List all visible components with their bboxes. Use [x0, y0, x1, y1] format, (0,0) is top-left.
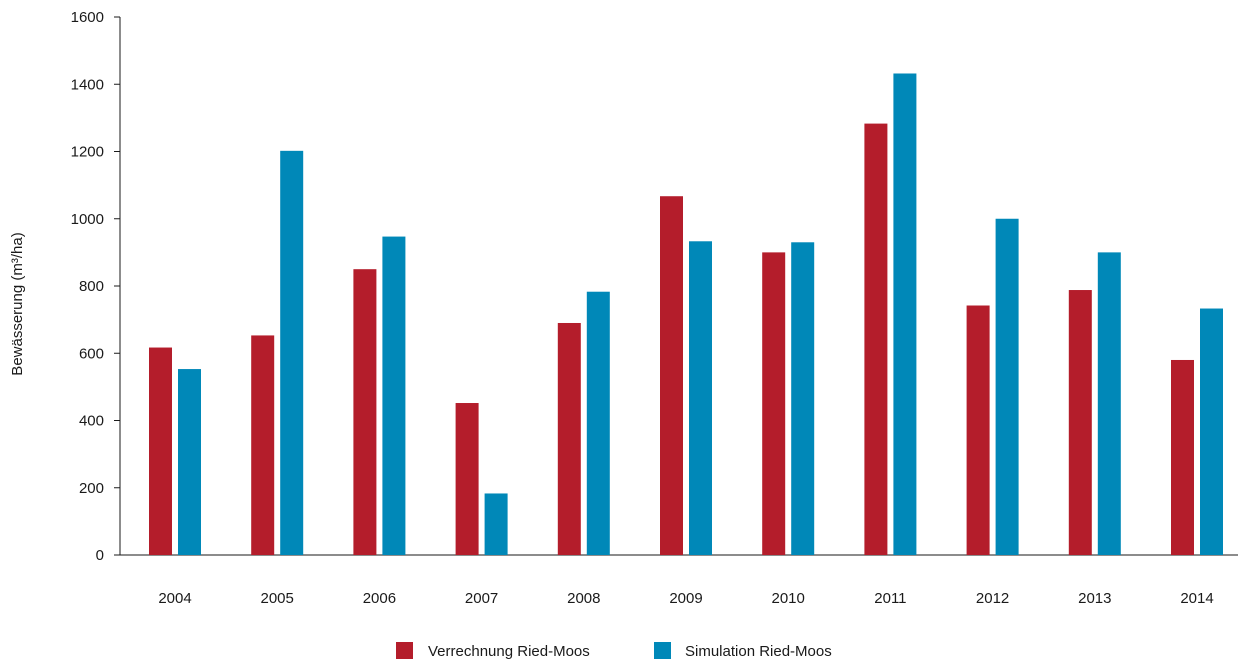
x-tick-label: 2010 [772, 590, 805, 607]
bar-verrechnung-2005 [251, 335, 275, 555]
x-tick-label: 2011 [874, 590, 906, 607]
bar-verrechnung-2009 [660, 196, 683, 555]
bar-verrechnung-2012 [966, 305, 990, 555]
y-tick-label: 200 [79, 480, 104, 497]
y-tick-label: 1600 [71, 9, 104, 26]
x-tick-label: 2013 [1078, 590, 1111, 607]
bars [149, 73, 1223, 556]
y-tick-label: 1000 [71, 211, 104, 228]
x-tick-label: 2005 [261, 590, 294, 607]
bar-simulation-2007 [484, 493, 508, 555]
legend-label: Simulation Ried-Moos [685, 643, 832, 660]
bar-verrechnung-2006 [353, 269, 377, 555]
bar-verrechnung-2008 [557, 322, 581, 555]
y-tick-label: 1200 [71, 144, 104, 161]
bar-verrechnung-2004 [149, 347, 172, 555]
bar-verrechnung-2007 [455, 403, 479, 555]
bar-simulation-2012 [995, 218, 1019, 555]
x-tick-label: 2004 [158, 590, 191, 607]
y-axis: 0 200 400 600 800 1000 1200 1400 1600 [71, 9, 121, 564]
x-tick-label: 2009 [669, 590, 702, 607]
bar-simulation-2011 [893, 73, 917, 556]
x-tick-label: 2006 [363, 590, 396, 607]
y-tick-label: 800 [79, 278, 104, 295]
legend-swatch [654, 642, 671, 659]
y-axis-label: Bewässerung (m³/ha) [9, 232, 26, 375]
legend-swatch [396, 642, 413, 659]
bar-simulation-2009 [689, 241, 712, 555]
bar-verrechnung-2010 [762, 252, 786, 555]
y-tick-label: 400 [79, 413, 104, 430]
bar-simulation-2004 [178, 369, 201, 555]
y-tick-label: 0 [96, 547, 104, 564]
bar-verrechnung-2011 [864, 123, 888, 555]
bar-verrechnung-2013 [1068, 290, 1092, 555]
bar-simulation-2013 [1097, 252, 1121, 555]
y-tick-label: 1400 [71, 76, 104, 93]
bar-simulation-2014 [1200, 308, 1223, 555]
legend-label: Verrechnung Ried-Moos [428, 643, 590, 660]
legend: Verrechnung Ried-Moos Simulation Ried-Moo… [396, 642, 832, 660]
bar-verrechnung-2014 [1171, 359, 1194, 555]
x-tick-label: 2012 [976, 590, 1009, 607]
bar-simulation-2010 [791, 242, 815, 555]
bar-simulation-2008 [586, 291, 610, 555]
y-tick-label: 600 [79, 345, 104, 362]
bar-simulation-2006 [382, 236, 406, 556]
x-tick-label: 2007 [465, 590, 498, 607]
x-tick-label: 2008 [567, 590, 600, 607]
x-tick-label: 2014 [1180, 590, 1213, 607]
x-axis: 2004 2005 2006 2007 2008 2009 2010 2011 2012 2013… [120, 554, 1238, 607]
bar-simulation-2005 [280, 150, 304, 555]
